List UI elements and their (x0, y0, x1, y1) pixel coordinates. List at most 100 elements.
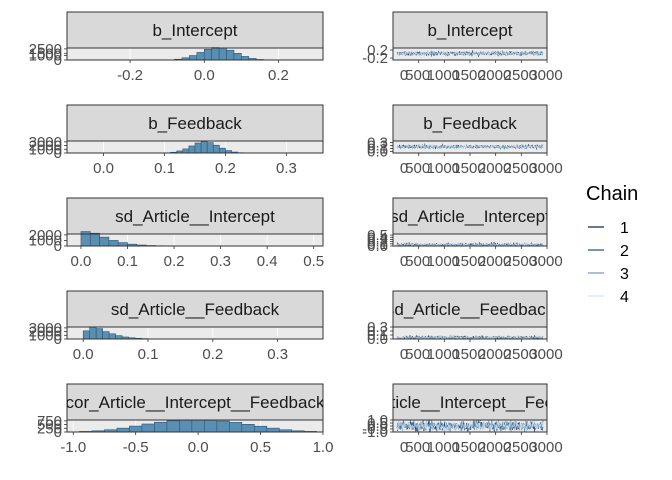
x-tick-label: 0.0 (71, 253, 92, 270)
y-tick-label: 1000 (29, 232, 62, 249)
y-tick-label: 2000 (29, 324, 62, 341)
y-tick-label: 0 (54, 52, 62, 69)
histogram-bar (182, 148, 190, 154)
histogram-bar (194, 142, 202, 154)
histogram-bar (166, 420, 180, 433)
x-tick-label: 1000 (427, 346, 460, 363)
y-tick-label: 0 (54, 145, 62, 162)
y-tick-label: 0 (54, 331, 62, 348)
histogram-bar (219, 147, 226, 154)
histogram-bar (189, 55, 198, 61)
y-tick-label: -0.5 (362, 421, 388, 438)
histogram-bar (191, 419, 205, 433)
x-tick-label: 2500 (504, 253, 537, 270)
x-tick-label: 0.2 (164, 253, 185, 270)
x-tick-label: 1000 (427, 160, 460, 177)
x-tick-label: 0.1 (138, 346, 159, 363)
histogram-bar (254, 425, 268, 433)
histogram-bar (116, 427, 130, 433)
histogram-bar (179, 419, 193, 433)
y-tick-label: 1000 (29, 141, 62, 158)
facet-title: sd_Article__Feedback (386, 300, 555, 319)
legend-item-chain-2: 2 (588, 243, 629, 260)
legend-label: 3 (620, 266, 629, 283)
histogram-bar (196, 52, 205, 61)
histogram-bar (108, 240, 119, 247)
panel-histogram-5: cor_Article__Intercept__Feedback02505007… (37, 383, 334, 456)
histogram-bar (241, 423, 255, 433)
x-tick-label: 0.2 (202, 346, 223, 363)
x-tick-label: 1500 (452, 346, 485, 363)
y-tick-label: 0.5 (367, 415, 388, 432)
y-tick-label: -1.0 (362, 424, 388, 441)
x-tick-label: 0 (400, 346, 408, 363)
facet-strip (392, 197, 548, 235)
histogram-bar (154, 421, 168, 433)
x-tick-label: 500 (405, 67, 430, 84)
y-tick-label: 1500 (29, 45, 62, 62)
facet-strip (66, 290, 324, 328)
histogram-bar (141, 423, 155, 433)
x-tick-label: 1500 (452, 160, 485, 177)
x-tick-label: 0.0 (93, 160, 114, 177)
facet-title: sd_Article__Feedback (111, 300, 280, 319)
facet-title: b_Feedback (423, 114, 517, 133)
x-tick-label: 3000 (529, 346, 562, 363)
facet-strip (66, 197, 324, 235)
facet-title: cor_Article__Intercept__Feedback (66, 393, 325, 412)
histogram-bar (229, 422, 243, 433)
legend: Chain 1 2 3 4 (586, 183, 638, 306)
y-tick-label: 0.5 (367, 227, 388, 244)
x-tick-label: 2000 (478, 253, 511, 270)
facet-title: b_Feedback (148, 114, 242, 133)
y-tick-label: 2000 (29, 138, 62, 155)
x-tick-label: 500 (405, 439, 430, 456)
histogram-bar (89, 232, 100, 247)
y-tick-label: 0.3 (367, 135, 388, 152)
x-tick-label: 0.5 (250, 439, 271, 456)
y-tick-label: 0.1 (367, 327, 388, 344)
y-tick-label: 500 (37, 417, 62, 434)
histogram-bar (188, 145, 196, 154)
x-tick-label: 1000 (427, 67, 460, 84)
histogram-bar (266, 427, 280, 433)
histogram-bar (204, 419, 218, 433)
x-tick-label: 1000 (427, 253, 460, 270)
x-tick-label: 1.0 (313, 439, 334, 456)
trace-chain-4 (396, 50, 544, 57)
y-tick-label: 0.1 (367, 236, 388, 253)
trace-chain-4 (396, 419, 544, 432)
trace-chain-3 (396, 334, 544, 339)
facet-title: sd_Article__Intercept (115, 207, 275, 226)
y-tick-label: 2500 (29, 41, 62, 58)
panel-trace-2: b_Feedback 0.30.20.10.0 050010001500200025… (367, 104, 563, 177)
y-tick-label: 0.3 (367, 319, 388, 336)
y-tick-label: 0.0 (367, 238, 388, 255)
legend-item-chain-3: 3 (588, 266, 629, 283)
y-tick-label: 0.2 (367, 42, 388, 59)
panel-trace-1: b_Intercept 0.2-0.2 0500100015002000250030… (362, 11, 563, 84)
x-tick-label: 0.2 (268, 67, 289, 84)
histogram-bar (206, 142, 214, 154)
x-tick-label: 500 (405, 253, 430, 270)
histogram-bar (200, 141, 208, 154)
x-tick-label: 1500 (452, 67, 485, 84)
plot-background (67, 327, 323, 339)
histogram-bar (129, 425, 143, 433)
x-tick-label: 0.2 (215, 160, 236, 177)
y-tick-label: 1000 (29, 48, 62, 65)
y-tick-label: 0.0 (367, 331, 388, 348)
panel-trace-5: cor_Article__Intercept__Feedback1.00.50.… (362, 383, 563, 456)
y-tick-label: 0 (54, 424, 62, 441)
x-tick-label: 0.0 (194, 67, 215, 84)
y-tick-label: 0.1 (367, 141, 388, 158)
y-tick-label: 0.3 (367, 231, 388, 248)
x-tick-label: 0.5 (303, 253, 324, 270)
x-tick-label: 2000 (478, 346, 511, 363)
legend-title: Chain (586, 183, 638, 205)
x-tick-label: 2000 (478, 160, 511, 177)
x-tick-label: 3000 (529, 439, 562, 456)
